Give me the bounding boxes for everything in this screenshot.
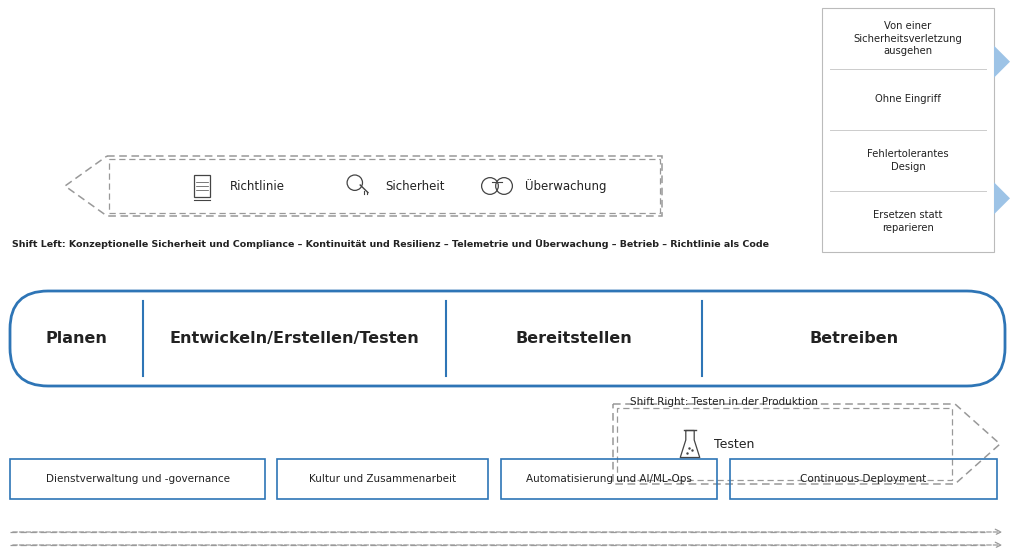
FancyBboxPatch shape [822, 8, 994, 252]
Bar [278, 459, 488, 499]
Text: Dienstverwaltung und -governance: Dienstverwaltung und -governance [45, 474, 229, 484]
Text: Ohne Eingriff: Ohne Eingriff [876, 95, 941, 105]
Text: Planen: Planen [46, 331, 108, 346]
Text: Sicherheit: Sicherheit [385, 179, 444, 192]
Bar [730, 459, 997, 499]
Polygon shape [994, 182, 1010, 214]
Text: Shift Left: Konzeptionelle Sicherheit und Compliance – Kontinuität und Resilienz: Shift Left: Konzeptionelle Sicherheit un… [12, 239, 769, 249]
Polygon shape [994, 45, 1010, 78]
Text: Entwickeln/Erstellen/Testen: Entwickeln/Erstellen/Testen [170, 331, 420, 346]
Bar [10, 459, 265, 499]
Text: Testen: Testen [714, 438, 755, 450]
FancyBboxPatch shape [10, 291, 1005, 386]
Text: Shift Right: Testen in der Produktion: Shift Right: Testen in der Produktion [630, 397, 818, 407]
Text: Ersetzen statt
reparieren: Ersetzen statt reparieren [873, 211, 943, 233]
Text: Fehlertolerantes
Design: Fehlertolerantes Design [867, 149, 949, 172]
Text: Richtlinie: Richtlinie [230, 179, 285, 192]
Text: Automatisierung und AI/ML-Ops: Automatisierung und AI/ML-Ops [526, 474, 692, 484]
Text: Kultur und Zusammenarbeit: Kultur und Zusammenarbeit [309, 474, 456, 484]
Bar [501, 459, 717, 499]
Bar [109, 159, 660, 213]
Bar [195, 175, 210, 197]
Text: Überwachung: Überwachung [525, 179, 606, 193]
Bar [617, 408, 952, 480]
Text: Von einer
Sicherheitsverletzung
ausgehen: Von einer Sicherheitsverletzung ausgehen [854, 21, 963, 56]
Text: Bereitstellen: Bereitstellen [516, 331, 633, 346]
Text: Betreiben: Betreiben [809, 331, 898, 346]
Text: Continuous Deployment: Continuous Deployment [801, 474, 927, 484]
